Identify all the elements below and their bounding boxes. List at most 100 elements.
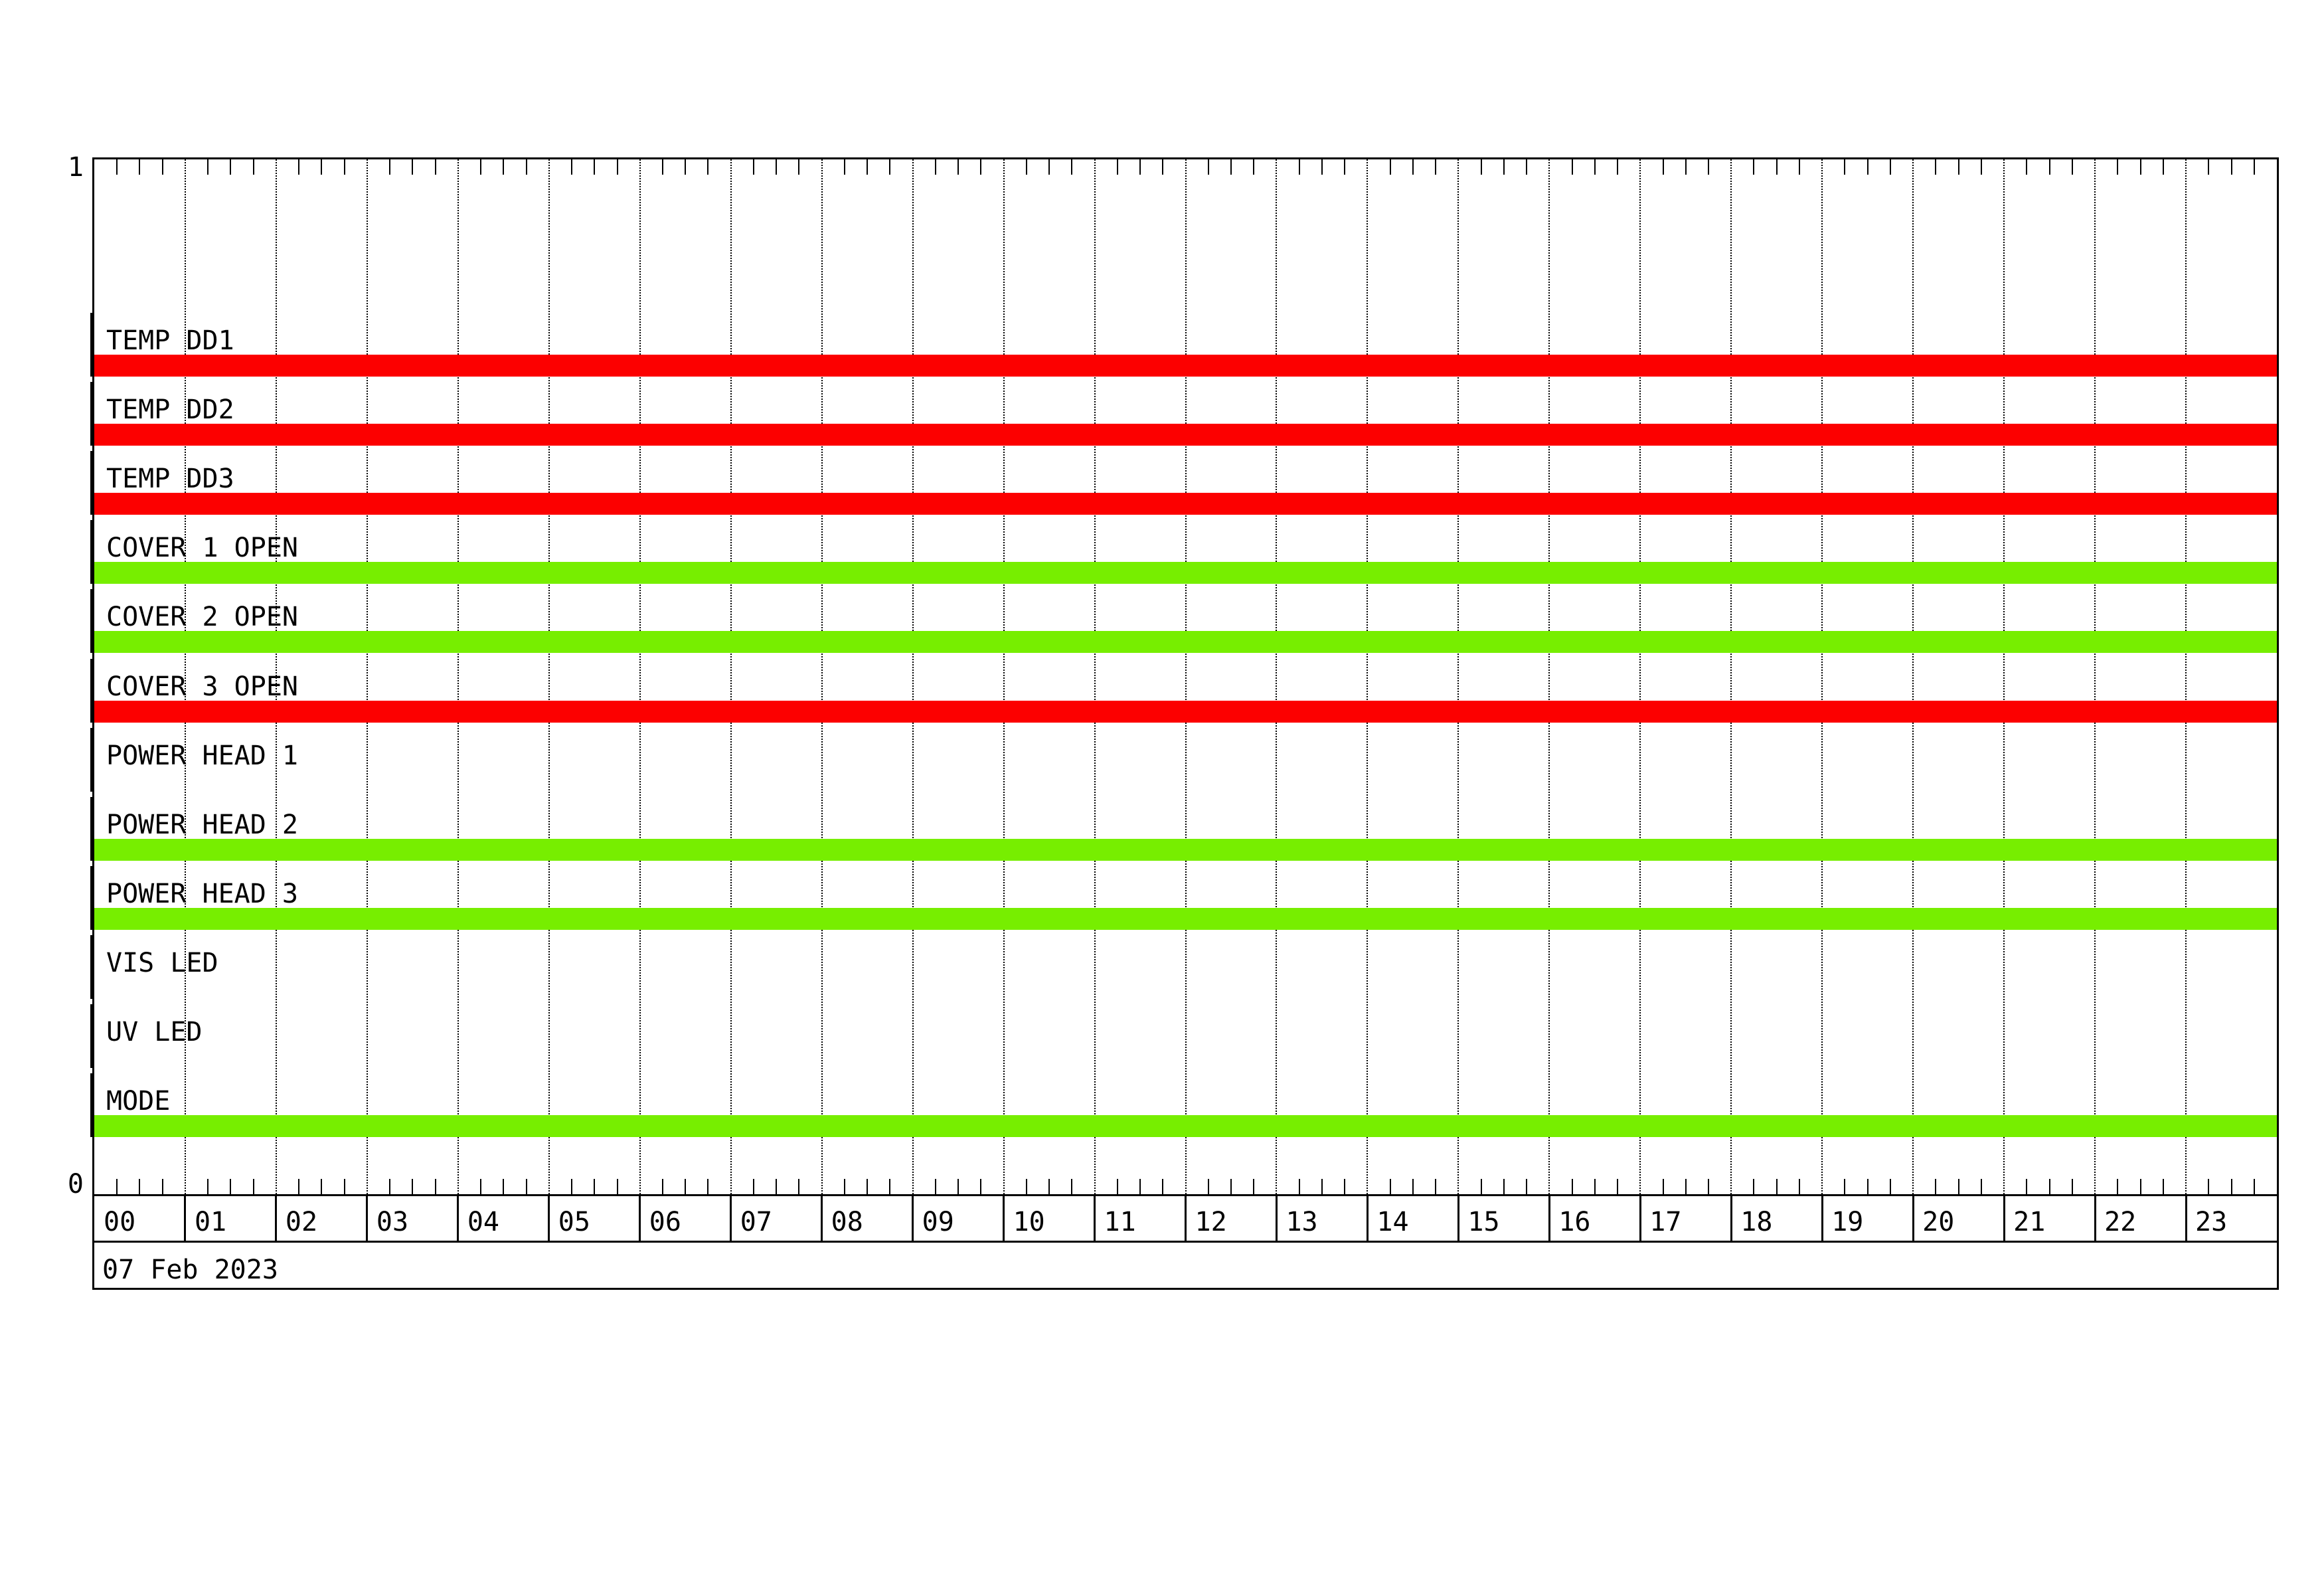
minor-tick-bottom (1321, 1179, 1323, 1194)
minor-tick-top (1139, 159, 1141, 175)
hour-cell-separator (1003, 1196, 1005, 1241)
x-axis-hour-labels: 00 01 02 03 04 05 06 07 08 09 10 11 12 13 14 15 16 17 18 19… (92, 1196, 2279, 1243)
hour-gridline (821, 159, 823, 1194)
minor-tick-bottom (1662, 1179, 1664, 1194)
minor-tick-bottom (798, 1179, 800, 1194)
hour-label: 14 (1376, 1207, 1409, 1237)
minor-tick-top (661, 159, 663, 175)
minor-tick-bottom (298, 1179, 300, 1194)
hour-gridline (730, 159, 732, 1194)
minor-tick-top (1935, 159, 1937, 175)
hour-cell-separator (821, 1196, 823, 1241)
minor-tick-bottom (1753, 1179, 1755, 1194)
minor-tick-bottom (571, 1179, 573, 1194)
minor-tick-bottom (1230, 1179, 1232, 1194)
hour-label: 07 (740, 1207, 772, 1237)
minor-tick-bottom (1571, 1179, 1573, 1194)
hour-cell-separator (1094, 1196, 1096, 1241)
status-bar (94, 424, 2277, 446)
minor-tick-bottom (1594, 1179, 1596, 1194)
hour-gridline (2003, 159, 2005, 1194)
minor-tick-top (230, 159, 232, 175)
minor-tick-bottom (1867, 1179, 1868, 1194)
minor-tick-bottom (1776, 1179, 1778, 1194)
hour-cell-separator (366, 1196, 369, 1241)
minor-tick-top (1503, 159, 1505, 175)
row-axis-segment (90, 727, 94, 792)
minor-tick-top (1662, 159, 1664, 175)
row-axis-segment (90, 451, 94, 515)
minor-tick-top (957, 159, 959, 175)
hour-label: 05 (558, 1207, 590, 1237)
row-axis-segment (90, 934, 94, 999)
minor-tick-bottom (1685, 1179, 1687, 1194)
minor-tick-top (434, 159, 436, 175)
hour-gridline (1639, 159, 1641, 1194)
hour-label: 15 (1467, 1207, 1500, 1237)
status-bar (94, 493, 2277, 515)
minor-tick-bottom (1025, 1179, 1027, 1194)
hour-label: 23 (2195, 1207, 2228, 1237)
hour-label: 09 (922, 1207, 954, 1237)
row-label: COVER 3 OPEN (106, 671, 298, 702)
minor-tick-top (343, 159, 345, 175)
hour-gridline (912, 159, 914, 1194)
row-label: TEMP DD2 (106, 395, 234, 426)
minor-tick-bottom (1480, 1179, 1482, 1194)
row-axis-segment (90, 865, 94, 930)
hour-gridline (184, 159, 186, 1194)
hour-label: 22 (2104, 1207, 2137, 1237)
hour-cell-separator (275, 1196, 278, 1241)
hour-cell-separator (1730, 1196, 1732, 1241)
minor-tick-top (798, 159, 800, 175)
minor-tick-bottom (685, 1179, 687, 1194)
minor-tick-top (1980, 159, 1982, 175)
hour-label: 02 (285, 1207, 318, 1237)
minor-tick-bottom (2139, 1179, 2141, 1194)
minor-tick-bottom (1389, 1179, 1391, 1194)
minor-tick-top (980, 159, 982, 175)
hour-cell-separator (2003, 1196, 2005, 1241)
row-axis-segment (90, 382, 94, 446)
minor-tick-bottom (343, 1179, 345, 1194)
minor-tick-bottom (1526, 1179, 1528, 1194)
minor-tick-bottom (1412, 1179, 1414, 1194)
minor-tick-top (1298, 159, 1300, 175)
minor-tick-bottom (434, 1179, 436, 1194)
minor-tick-top (1207, 159, 1209, 175)
hour-gridline (1912, 159, 1914, 1194)
minor-tick-bottom (2208, 1179, 2210, 1194)
hour-cell-separator (2185, 1196, 2187, 1241)
minor-tick-bottom (1889, 1179, 1891, 1194)
hour-gridline (1094, 159, 1096, 1194)
y-axis-min-label: 0 (67, 1169, 84, 1199)
hour-gridline (1548, 159, 1550, 1194)
minor-tick-top (503, 159, 505, 175)
minor-tick-top (889, 159, 891, 175)
minor-tick-bottom (1980, 1179, 1982, 1194)
hour-label: 20 (1922, 1207, 1955, 1237)
minor-tick-bottom (1071, 1179, 1073, 1194)
row-axis-segment (90, 658, 94, 723)
minor-tick-bottom (1798, 1179, 1800, 1194)
hour-cell-separator (548, 1196, 550, 1241)
minor-tick-top (1253, 159, 1255, 175)
minor-tick-top (843, 159, 845, 175)
minor-tick-top (2071, 159, 2073, 175)
minor-tick-bottom (2048, 1179, 2050, 1194)
hour-cell-separator (1457, 1196, 1459, 1241)
status-bar (94, 700, 2277, 723)
minor-tick-top (2208, 159, 2210, 175)
hour-label: 08 (831, 1207, 863, 1237)
minor-tick-top (1957, 159, 1959, 175)
hour-cell-separator (1366, 1196, 1369, 1241)
minor-tick-top (161, 159, 163, 175)
minor-tick-bottom (2230, 1179, 2232, 1194)
hour-label: 06 (649, 1207, 681, 1237)
status-bar (94, 562, 2277, 584)
minor-tick-top (1116, 159, 1118, 175)
minor-tick-top (571, 159, 573, 175)
minor-tick-bottom (889, 1179, 891, 1194)
minor-tick-top (1071, 159, 1073, 175)
